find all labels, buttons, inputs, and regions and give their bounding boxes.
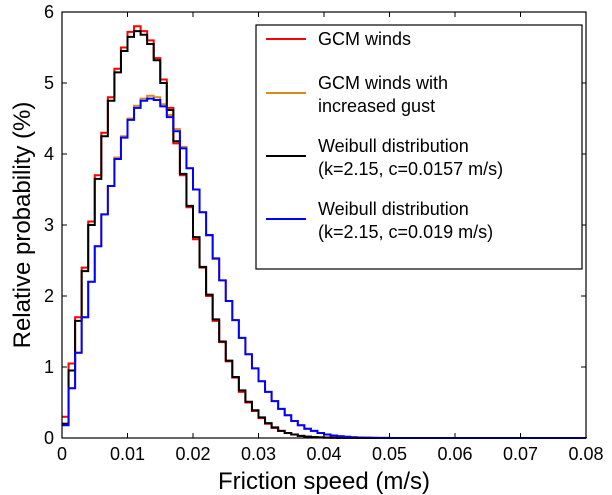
x-tick-label: 0.04 — [306, 444, 341, 464]
y-tick-label: 5 — [44, 73, 54, 93]
y-tick-label: 0 — [44, 428, 54, 448]
legend-label-2: increased gust — [318, 96, 435, 116]
ticks-layer: 0 0.01 0.02 0.03 0.04 0.05 0.06 0.07 0.08 0 1 2 3 4 5 6 — [44, 2, 604, 464]
x-tick-label: 0 — [57, 444, 67, 464]
legend-box — [255, 24, 583, 270]
y-tick-label: 3 — [44, 215, 54, 235]
legend-label-1: GCM winds — [318, 29, 411, 49]
legend-label-4: (k=2.15, c=0.019 m/s) — [318, 222, 493, 242]
series-line-4 — [62, 97, 587, 439]
y-tick-label: 4 — [44, 144, 54, 164]
legend-label-3: Weibull distribution — [318, 136, 469, 156]
legend: GCM winds GCM winds with increased gust Wei… — [255, 24, 583, 270]
y-tick-label: 6 — [44, 2, 54, 22]
x-tick-label: 0.02 — [175, 444, 210, 464]
x-tick-label: 0.07 — [503, 444, 538, 464]
x-axis-title: Friction speed (m/s) — [218, 468, 430, 495]
y-tick-label: 1 — [44, 357, 54, 377]
x-tick-label: 0.01 — [110, 444, 145, 464]
y-axis-title: Relative probability (%) — [9, 102, 36, 349]
legend-label-2: GCM winds with — [318, 73, 448, 93]
x-tick-label: 0.05 — [372, 444, 407, 464]
x-tick-label: 0.06 — [437, 444, 472, 464]
legend-label-3: (k=2.15, c=0.0157 m/s) — [318, 159, 503, 179]
legend-label-4: Weibull distribution — [318, 199, 469, 219]
x-tick-label: 0.08 — [568, 444, 603, 464]
y-tick-label: 2 — [44, 286, 54, 306]
x-tick-label: 0.03 — [241, 444, 276, 464]
